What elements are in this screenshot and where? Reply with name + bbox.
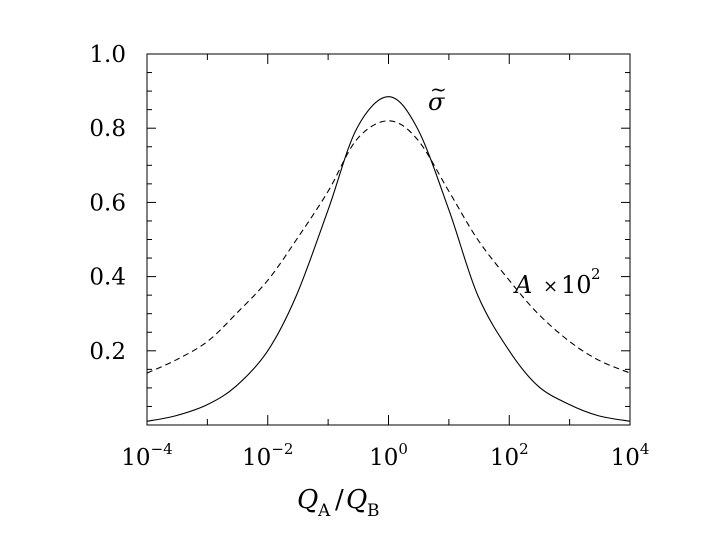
x-tick-label: 10−4 (121, 440, 172, 471)
x-title-q1: Q (297, 485, 318, 515)
labels-layer: 0.2 0.4 0.6 0.8 1.0 10−4 10−2 100 102 104 (89, 42, 649, 471)
series-label-sigma: ~ σ (428, 77, 447, 116)
x-tick-label: 10−2 (242, 440, 293, 471)
a-symbol: A (513, 271, 532, 299)
x-axis-title: Q A / Q B (297, 485, 380, 521)
series-label-a: A × 10 2 (513, 265, 601, 299)
y-tick-label: 0.4 (89, 265, 126, 291)
y-tick-label: 0.6 (89, 190, 126, 216)
series-a-dashed-line (146, 120, 631, 374)
sigma-symbol: σ (428, 88, 445, 116)
times-symbol: × (543, 276, 558, 297)
curves-layer (146, 96, 631, 422)
x-tick-label: 104 (611, 440, 650, 471)
series-sigma-line (146, 96, 631, 422)
x-title-q2: Q (346, 485, 367, 515)
x-tick-label: 102 (490, 440, 529, 471)
x-tick-label: 100 (369, 440, 408, 471)
y-tick-label: 0.8 (89, 116, 126, 142)
ten-base: 10 (561, 271, 592, 299)
x-title-sub-a: A (317, 501, 331, 521)
y-tick-label: 0.2 (89, 339, 126, 365)
y-tick-label: 1.0 (89, 42, 126, 68)
ten-exp: 2 (591, 265, 601, 283)
plot-frame (146, 53, 631, 426)
ticks-layer (146, 53, 631, 425)
sigma-tilde: ~ (430, 77, 447, 101)
x-title-sub-b: B (367, 501, 380, 521)
x-title-slash: / (335, 485, 344, 515)
